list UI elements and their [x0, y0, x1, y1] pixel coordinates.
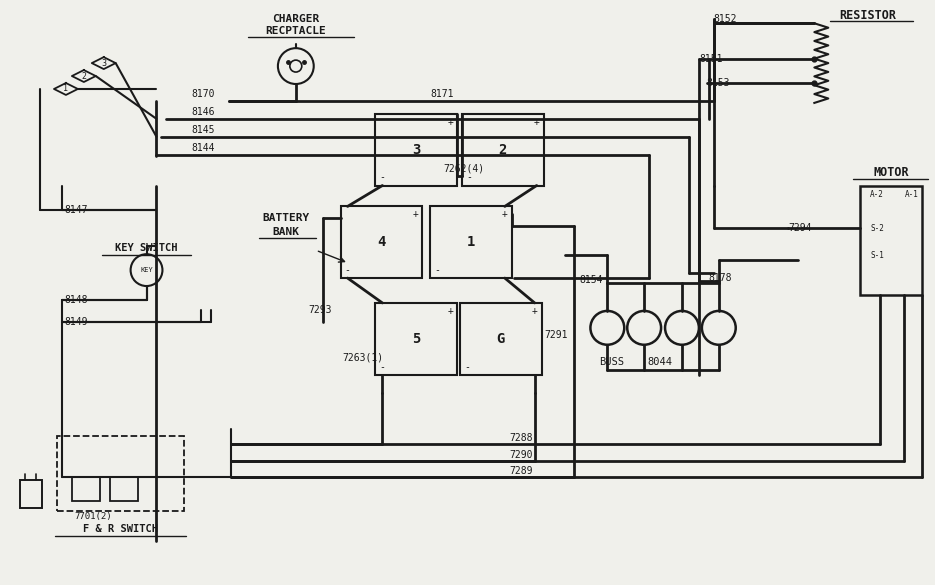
Text: 7290: 7290	[510, 450, 533, 460]
Text: 7701(2): 7701(2)	[75, 512, 112, 521]
Bar	[376, 303, 457, 374]
Text: 8153: 8153	[707, 78, 730, 88]
Text: -: -	[434, 265, 440, 275]
Text: S-2: S-2	[870, 224, 884, 233]
Text: S-1: S-1	[870, 251, 884, 260]
Text: 7294: 7294	[788, 223, 812, 233]
Text: -: -	[464, 362, 470, 371]
Text: +: +	[534, 117, 539, 127]
Text: 4: 4	[377, 235, 385, 249]
Bar	[109, 477, 137, 501]
Text: -: -	[380, 173, 385, 183]
Text: KEY: KEY	[140, 267, 153, 273]
Text: MOTOR: MOTOR	[873, 166, 909, 179]
Text: 7262(4): 7262(4)	[443, 164, 484, 174]
Text: 8146: 8146	[192, 107, 215, 117]
Text: 3: 3	[101, 58, 107, 68]
Text: BATTERY: BATTERY	[262, 214, 309, 223]
Text: 7291: 7291	[544, 330, 568, 340]
Text: F & R SWITCH: F & R SWITCH	[83, 524, 158, 534]
Text: 7288: 7288	[510, 433, 533, 443]
Bar	[430, 207, 511, 278]
Text: +: +	[412, 209, 418, 219]
Text: +: +	[502, 209, 508, 219]
Text: +: +	[532, 306, 538, 316]
Text: 8149: 8149	[64, 317, 88, 327]
Text: 8154: 8154	[580, 275, 603, 285]
Text: 5: 5	[412, 332, 421, 346]
Bar	[72, 477, 100, 501]
Text: 7289: 7289	[510, 466, 533, 476]
Bar	[21, 480, 42, 508]
Text: 8145: 8145	[192, 125, 215, 135]
Text: RESISTOR: RESISTOR	[840, 9, 897, 22]
Bar	[376, 114, 457, 185]
Text: 8171: 8171	[430, 89, 453, 99]
Text: BANK: BANK	[272, 228, 299, 238]
Text: 3: 3	[412, 143, 421, 157]
Bar	[460, 303, 541, 374]
Text: +: +	[447, 117, 453, 127]
Text: -: -	[466, 173, 472, 183]
Text: RECPTACLE: RECPTACLE	[266, 26, 326, 36]
Text: A-1: A-1	[905, 191, 919, 199]
Text: 2: 2	[81, 71, 86, 81]
Text: 8170: 8170	[192, 89, 215, 99]
Text: +: +	[447, 306, 453, 316]
Text: G: G	[496, 332, 505, 346]
Text: KEY SWITCH: KEY SWITCH	[115, 243, 178, 253]
Text: 2: 2	[498, 143, 507, 157]
Text: 1: 1	[467, 235, 475, 249]
Text: 7263(1): 7263(1)	[342, 353, 383, 363]
Text: 7293: 7293	[309, 305, 332, 315]
Text: 1: 1	[64, 84, 68, 94]
Bar	[462, 114, 543, 185]
Bar	[57, 436, 184, 511]
Text: 8148: 8148	[64, 295, 88, 305]
Bar	[860, 185, 922, 295]
Text: 8144: 8144	[192, 143, 215, 153]
Text: A-2: A-2	[870, 191, 884, 199]
Text: 8044: 8044	[647, 357, 672, 367]
Text: BUSS: BUSS	[599, 357, 625, 367]
Text: -: -	[345, 265, 351, 275]
Text: 8147: 8147	[64, 205, 88, 215]
Text: 8178: 8178	[709, 273, 732, 283]
Bar	[340, 207, 423, 278]
Text: -: -	[380, 362, 385, 371]
Text: CHARGER: CHARGER	[272, 14, 320, 25]
Text: 8152: 8152	[713, 14, 738, 25]
Text: 8151: 8151	[698, 54, 723, 64]
